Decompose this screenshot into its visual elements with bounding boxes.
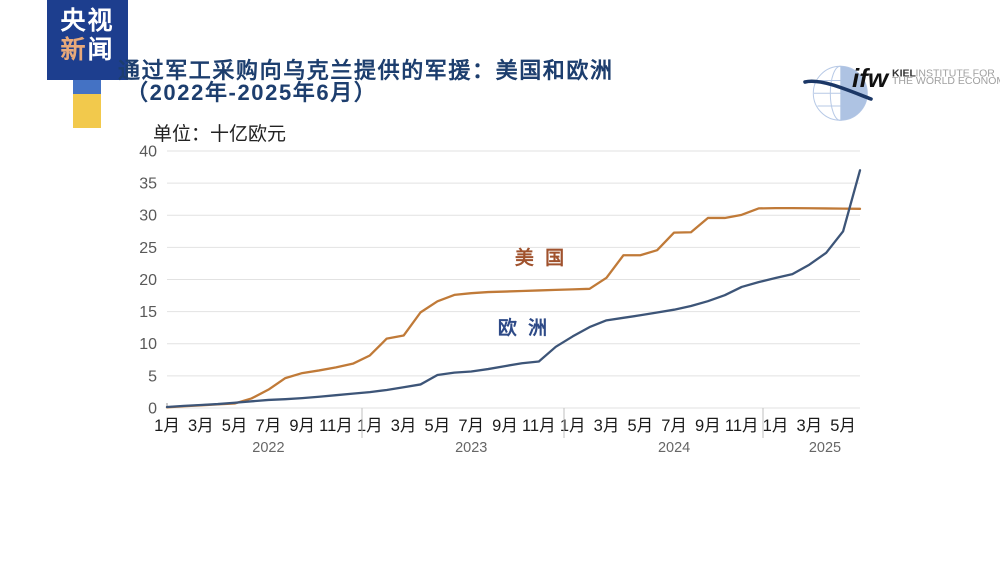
svg-text:1月: 1月 xyxy=(763,417,789,435)
svg-text:9月: 9月 xyxy=(492,417,518,435)
svg-text:3月: 3月 xyxy=(188,417,214,435)
svg-text:5月: 5月 xyxy=(830,417,856,435)
svg-text:5月: 5月 xyxy=(222,417,248,435)
svg-text:15: 15 xyxy=(139,304,157,321)
svg-text:5: 5 xyxy=(148,368,157,385)
svg-text:11月: 11月 xyxy=(319,417,353,435)
svg-text:30: 30 xyxy=(139,208,157,225)
svg-text:25: 25 xyxy=(139,240,157,257)
svg-text:3月: 3月 xyxy=(796,417,822,435)
svg-text:7月: 7月 xyxy=(661,417,687,435)
svg-text:1月: 1月 xyxy=(154,417,180,435)
svg-text:11月: 11月 xyxy=(522,417,556,435)
svg-text:5月: 5月 xyxy=(627,417,653,435)
svg-text:美 国: 美 国 xyxy=(515,246,567,269)
svg-text:40: 40 xyxy=(139,144,157,161)
svg-text:3月: 3月 xyxy=(594,417,620,435)
svg-text:5月: 5月 xyxy=(425,417,451,435)
svg-text:欧 洲: 欧 洲 xyxy=(498,316,550,339)
svg-text:2025: 2025 xyxy=(809,440,841,456)
svg-text:11月: 11月 xyxy=(725,417,759,435)
svg-text:7月: 7月 xyxy=(458,417,484,435)
svg-text:0: 0 xyxy=(148,401,157,418)
svg-text:35: 35 xyxy=(139,176,157,193)
svg-text:1月: 1月 xyxy=(357,417,383,435)
svg-text:9月: 9月 xyxy=(695,417,721,435)
svg-text:20: 20 xyxy=(139,272,157,289)
svg-text:7月: 7月 xyxy=(256,417,282,435)
svg-text:10: 10 xyxy=(139,336,157,353)
svg-text:2024: 2024 xyxy=(658,440,690,456)
svg-text:3月: 3月 xyxy=(391,417,417,435)
svg-text:9月: 9月 xyxy=(289,417,315,435)
svg-text:2023: 2023 xyxy=(455,440,487,456)
svg-text:2022: 2022 xyxy=(252,440,284,456)
